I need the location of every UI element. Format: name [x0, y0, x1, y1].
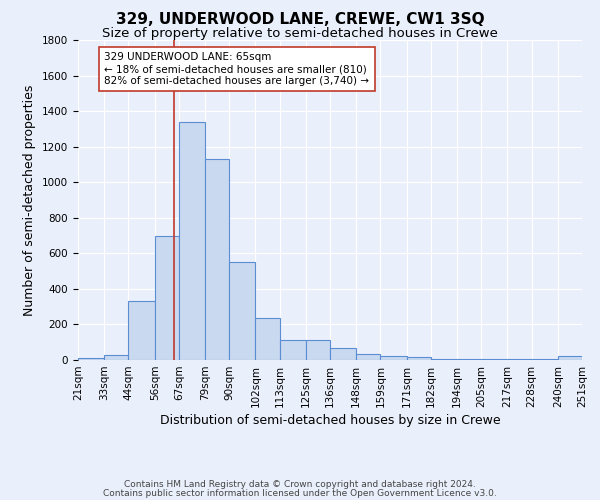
- Bar: [179, 122, 205, 360]
- Bar: [229, 262, 256, 360]
- Bar: [155, 236, 179, 360]
- Text: 329 UNDERWOOD LANE: 65sqm
← 18% of semi-detached houses are smaller (810)
82% of: 329 UNDERWOOD LANE: 65sqm ← 18% of semi-…: [104, 52, 369, 86]
- Text: 329, UNDERWOOD LANE, CREWE, CW1 3SQ: 329, UNDERWOOD LANE, CREWE, CW1 3SQ: [116, 12, 484, 28]
- Bar: [407, 358, 431, 360]
- Bar: [330, 348, 356, 360]
- Bar: [481, 359, 508, 360]
- Text: Contains HM Land Registry data © Crown copyright and database right 2024.: Contains HM Land Registry data © Crown c…: [124, 480, 476, 489]
- Text: Contains public sector information licensed under the Open Government Licence v3: Contains public sector information licen…: [103, 488, 497, 498]
- Bar: [205, 159, 229, 360]
- X-axis label: Distribution of semi-detached houses by size in Crewe: Distribution of semi-detached houses by …: [160, 414, 500, 427]
- Bar: [558, 356, 582, 360]
- Bar: [104, 354, 128, 360]
- Bar: [128, 302, 155, 360]
- Bar: [380, 356, 407, 360]
- Bar: [457, 359, 481, 360]
- Bar: [78, 358, 104, 360]
- Bar: [356, 354, 380, 360]
- Bar: [431, 358, 457, 360]
- Text: Size of property relative to semi-detached houses in Crewe: Size of property relative to semi-detach…: [102, 28, 498, 40]
- Y-axis label: Number of semi-detached properties: Number of semi-detached properties: [23, 84, 37, 316]
- Bar: [306, 340, 330, 360]
- Bar: [508, 359, 532, 360]
- Bar: [280, 340, 306, 360]
- Bar: [256, 318, 280, 360]
- Bar: [532, 359, 558, 360]
